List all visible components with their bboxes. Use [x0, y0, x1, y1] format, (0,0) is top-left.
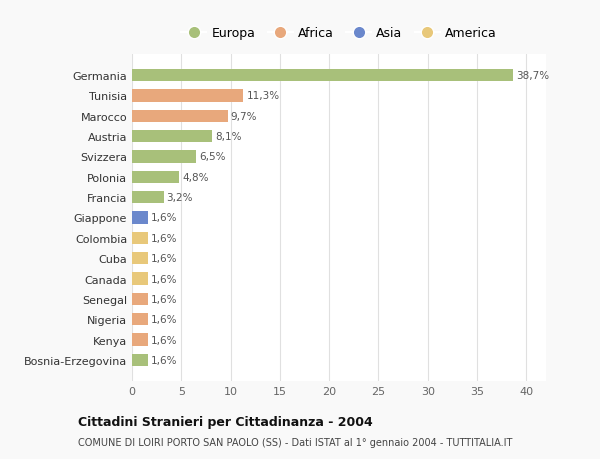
- Bar: [132, 212, 148, 224]
- Text: Cittadini Stranieri per Cittadinanza - 2004: Cittadini Stranieri per Cittadinanza - 2…: [78, 415, 373, 428]
- Bar: [132, 252, 148, 265]
- Bar: [132, 192, 164, 204]
- Text: 38,7%: 38,7%: [517, 71, 550, 81]
- Text: 11,3%: 11,3%: [247, 91, 280, 101]
- Text: 1,6%: 1,6%: [151, 274, 177, 284]
- Bar: [132, 354, 148, 366]
- Legend: Europa, Africa, Asia, America: Europa, Africa, Asia, America: [176, 22, 502, 45]
- Text: 1,6%: 1,6%: [151, 355, 177, 365]
- Text: 4,8%: 4,8%: [182, 173, 209, 182]
- Text: 1,6%: 1,6%: [151, 314, 177, 325]
- Bar: [132, 131, 212, 143]
- Text: 1,6%: 1,6%: [151, 213, 177, 223]
- Text: 3,2%: 3,2%: [167, 193, 193, 203]
- Bar: [132, 273, 148, 285]
- Text: 6,5%: 6,5%: [199, 152, 226, 162]
- Text: 1,6%: 1,6%: [151, 254, 177, 263]
- Text: 1,6%: 1,6%: [151, 233, 177, 243]
- Bar: [132, 111, 227, 123]
- Bar: [132, 293, 148, 305]
- Bar: [132, 151, 196, 163]
- Bar: [132, 70, 514, 82]
- Bar: [132, 90, 244, 102]
- Bar: [132, 334, 148, 346]
- Text: 1,6%: 1,6%: [151, 294, 177, 304]
- Bar: [132, 171, 179, 184]
- Bar: [132, 313, 148, 325]
- Text: 1,6%: 1,6%: [151, 335, 177, 345]
- Text: 9,7%: 9,7%: [230, 112, 257, 122]
- Text: 8,1%: 8,1%: [215, 132, 241, 142]
- Bar: [132, 232, 148, 244]
- Text: COMUNE DI LOIRI PORTO SAN PAOLO (SS) - Dati ISTAT al 1° gennaio 2004 - TUTTITALI: COMUNE DI LOIRI PORTO SAN PAOLO (SS) - D…: [78, 437, 512, 447]
